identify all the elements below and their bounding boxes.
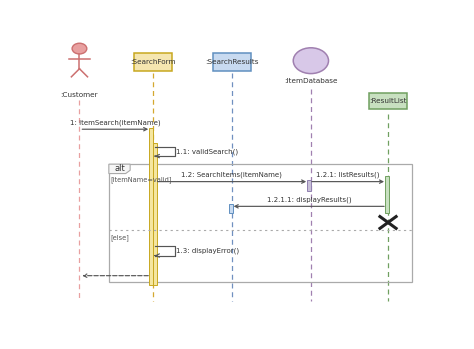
Bar	[149, 128, 154, 285]
Text: 1.2.1: listResults(): 1.2.1: listResults()	[316, 172, 380, 178]
Bar	[109, 164, 412, 282]
Text: 1.1: validSearch(): 1.1: validSearch()	[176, 148, 238, 155]
Circle shape	[293, 48, 328, 74]
Text: [else]: [else]	[110, 234, 129, 241]
Bar	[229, 205, 233, 213]
Text: :SearchForm: :SearchForm	[130, 59, 176, 65]
FancyBboxPatch shape	[134, 53, 172, 72]
Text: :Customer: :Customer	[61, 91, 98, 98]
Text: 1.2.1.1: displayResults(): 1.2.1.1: displayResults()	[266, 196, 351, 203]
FancyBboxPatch shape	[369, 93, 407, 109]
Text: 1: itemSearch(itemName): 1: itemSearch(itemName)	[70, 119, 161, 126]
Text: :ResultList: :ResultList	[369, 98, 407, 104]
Bar	[307, 180, 311, 191]
Polygon shape	[109, 164, 130, 173]
Circle shape	[72, 43, 87, 54]
Text: 1.3: displayError(): 1.3: displayError()	[176, 247, 239, 254]
Text: :ItemDatabase: :ItemDatabase	[284, 77, 337, 84]
Bar	[153, 143, 157, 285]
Text: [itemName=valid]: [itemName=valid]	[110, 176, 172, 183]
Bar	[385, 176, 389, 213]
FancyBboxPatch shape	[213, 53, 251, 72]
Text: alt: alt	[114, 164, 125, 173]
Text: 1.2: SearchItems(itemName): 1.2: SearchItems(itemName)	[182, 172, 283, 178]
Text: :SearchResults: :SearchResults	[205, 59, 259, 65]
